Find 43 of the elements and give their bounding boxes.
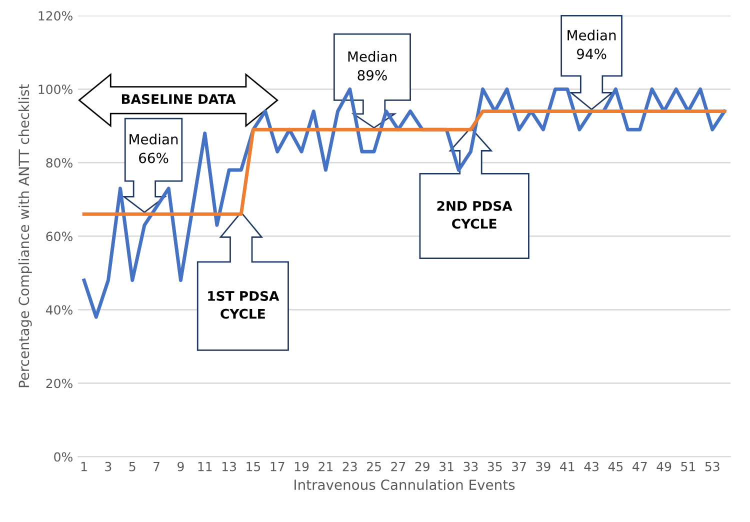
y-tick-label: 60% [46,232,72,242]
y-tick-label: 100% [38,84,72,94]
x-tick-label: 7 [154,462,160,472]
x-tick-label: 53 [705,462,720,472]
x-tick-label: 21 [318,462,333,472]
y-tick-label: 0% [54,452,72,462]
x-tick-label: 25 [367,462,381,472]
annotation: 1ST PDSA CYCLE [208,291,280,319]
x-tick-label: 33 [464,462,478,472]
annotation: Median 66% [130,134,178,164]
x-tick-label: 35 [488,462,502,472]
x-tick-label: 5 [129,462,136,472]
y-axis-title: Percentage Compliance with ANTT checklist [18,84,32,388]
y-tick-label: 120% [38,11,72,21]
x-tick-label: 27 [391,462,406,472]
x-tick-label: 9 [178,462,184,472]
y-tick-label: 80% [46,158,72,168]
x-tick-label: 43 [584,462,598,472]
x-tick-label: 49 [656,462,672,472]
x-tick-label: 17 [270,462,284,472]
x-tick-label: 13 [222,462,236,472]
line-series [82,87,726,319]
x-tick-label: 29 [415,462,430,472]
annotation: Median 94% [568,30,616,60]
x-tick-label: 11 [198,462,212,472]
x-tick-label: 47 [632,462,647,472]
x-tick-label: 51 [681,462,696,472]
x-tick-label: 19 [294,462,309,472]
x-tick-label: 3 [105,462,112,472]
x-tick-label: 31 [440,462,454,472]
x-tick-label: 45 [608,462,623,472]
x-tick-label: 41 [560,462,574,472]
x-axis-title: Intravenous Cannulation Events [294,479,515,490]
y-tick-label: 40% [46,305,72,315]
x-tick-label: 39 [536,462,550,472]
annotation: BASELINE DATA [122,94,236,104]
x-tick-label: 23 [342,462,357,472]
x-tick-label: 1 [81,462,87,472]
x-tick-label: 15 [246,462,260,472]
annotation: 2ND PDSA CYCLE [437,200,512,229]
x-tick-label: 37 [512,462,526,472]
annotation: Median 89% [348,51,396,81]
y-tick-label: 20% [46,378,72,388]
